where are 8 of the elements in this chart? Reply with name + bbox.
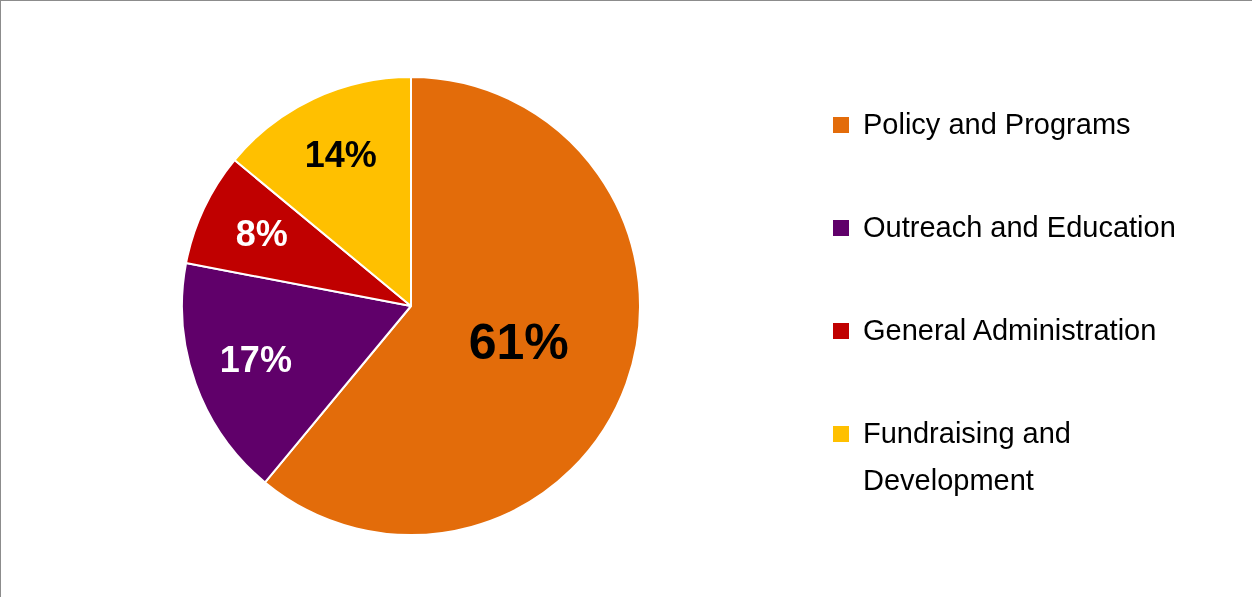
legend-label: Policy and Programs bbox=[863, 107, 1131, 142]
data-label: 17% bbox=[219, 338, 292, 380]
data-label: 8% bbox=[235, 212, 288, 254]
data-label: 61% bbox=[468, 313, 569, 370]
data-label: 14% bbox=[304, 133, 377, 175]
legend-label: Fundraising and Development bbox=[863, 416, 1072, 498]
legend-label: General Administration bbox=[863, 313, 1157, 348]
legend-label: Outreach and Education bbox=[863, 210, 1176, 245]
